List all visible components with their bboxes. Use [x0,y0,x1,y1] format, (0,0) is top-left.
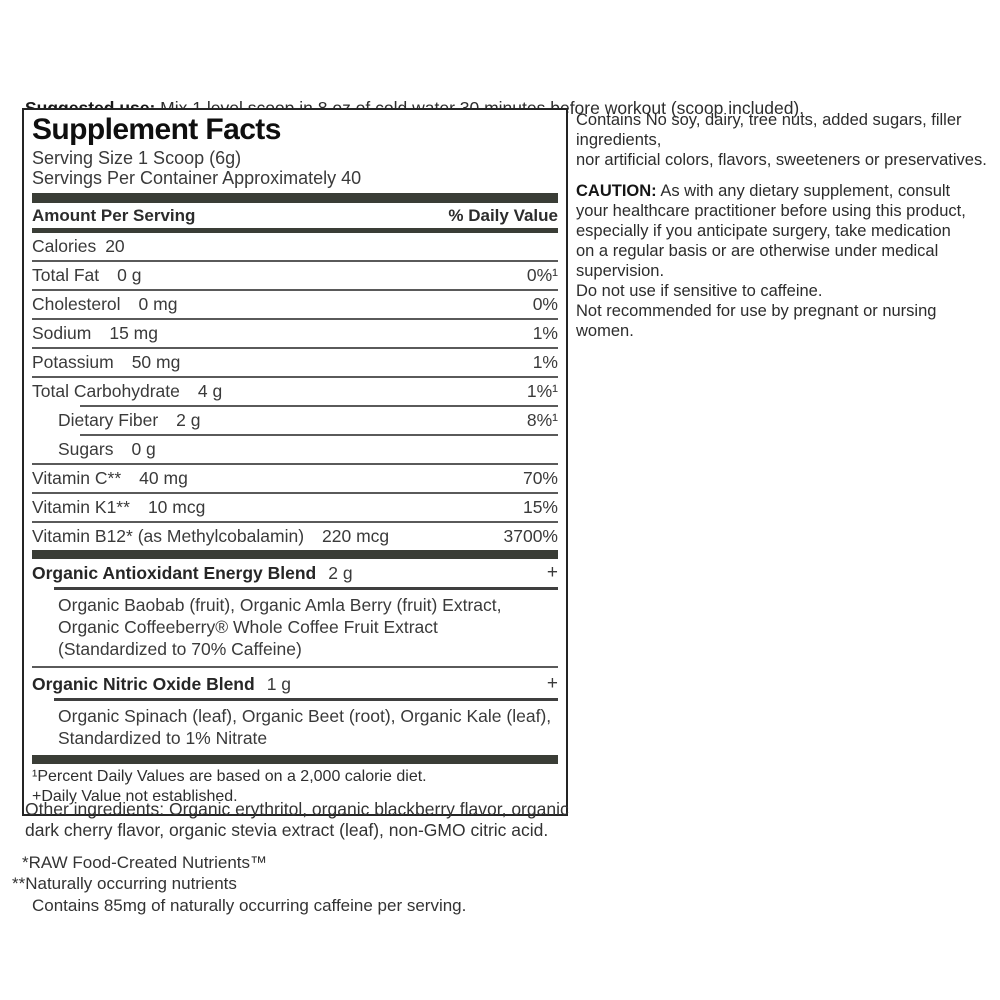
nutrient-dv: 70% [522,468,558,488]
divider-bar-medium [32,228,558,233]
nutrient-row-calories: Calories 20 [32,233,558,260]
note-naturally-occurring: **Naturally occurring nutrients [12,874,237,893]
other-ingredients: Other ingredients: Organic erythritol, o… [25,799,569,840]
nutrient-amount: 50 mg [131,352,181,372]
nutrient-label: Total Fat [32,265,100,285]
note-caffeine-content: Contains 85mg of naturally occurring caf… [32,896,467,915]
nutrient-amount: 4 g [197,381,223,401]
blend-row-nitric-oxide: Organic Nitric Oxide Blend 1 g + [32,670,558,698]
nutrient-dv: 3700% [503,526,559,546]
nutrient-dv: 1% [532,352,558,372]
divider-bar-thick [32,550,558,559]
nutrient-label: Cholesterol [32,294,121,314]
servings-per-container: Servings Per Container Approximately 40 [32,168,362,188]
panel-title: Supplement Facts [32,113,281,146]
nutrient-amount: 10 mcg [147,497,206,517]
daily-value-header: % Daily Value [448,205,558,225]
nutrient-amount: 0 mg [138,294,178,314]
blend-amount: 1 g [266,673,292,694]
blend-ingredients-nitric-oxide: Organic Spinach (leaf), Organic Beet (ro… [58,706,552,748]
row-divider [32,347,558,349]
row-divider [32,521,558,523]
footnote-dv-not-established: +Daily Value not established. [32,788,238,805]
row-divider-indented [80,434,558,436]
divider-bar-thick [32,193,558,203]
blend-dv: + [546,673,558,694]
nutrient-amount: 40 mg [139,468,188,488]
nutrient-label: Total Carbohydrate [32,381,180,401]
blend-dv: + [546,562,558,583]
note-raw-food-created: *RAW Food-Created Nutrients™ [22,853,268,872]
divider-bar-thick [32,755,558,764]
nutrient-dv: 1% [532,323,558,343]
row-divider [32,463,558,465]
row-divider [32,260,558,262]
nutrient-row-vitamin-k1: Vitamin K1** 10 mcg 15% [32,494,558,521]
supplement-facts-panel: Supplement Facts Serving Size 1 Scoop (6… [22,108,568,816]
caution-statement: CAUTION: As with any dietary supplement,… [576,181,994,341]
nutrient-label: Sugars [58,439,114,459]
caution-text: As with any dietary supplement, consult … [576,182,966,340]
row-divider [32,289,558,291]
nutrient-amount: 220 mcg [322,526,390,546]
contains-statement: Contains No soy, dairy, tree nuts, added… [576,111,987,169]
serving-size: Serving Size 1 Scoop (6g) [32,148,242,168]
nutrient-label: Potassium [32,352,114,372]
nutrient-amount: 0 g [131,439,156,459]
nutrient-row-vitamin-b12: Vitamin B12* (as Methylcobalamin) 220 mc… [32,523,558,550]
nutrient-dv: 8%¹ [526,410,558,430]
row-divider-indented [80,405,558,407]
row-divider [32,318,558,320]
nutrient-row-cholesterol: Cholesterol 0 mg 0% [32,291,558,318]
nutrient-label: Vitamin C** [32,468,122,488]
row-divider [32,492,558,494]
nutrient-dv: 0% [532,294,558,314]
amount-per-serving-header: Amount Per Serving [32,205,196,225]
nutrient-label: Vitamin K1** [32,497,130,517]
footnote-daily-values: ¹Percent Daily Values are based on a 2,0… [32,768,427,785]
nutrient-label: Sodium [32,323,92,343]
blend-divider [54,698,558,701]
right-column: Contains No soy, dairy, tree nuts, added… [576,110,994,341]
blend-name: Organic Nitric Oxide Blend [32,673,255,694]
nutrient-row-total-carbohydrate: Total Carbohydrate 4 g 1%¹ [32,378,558,405]
blend-divider [54,587,558,590]
blend-amount: 2 g [328,562,353,583]
panel-footnotes: ¹Percent Daily Values are based on a 2,0… [32,764,558,810]
nutrient-row-sugars: Sugars 0 g [32,436,558,463]
row-divider [32,666,558,668]
nutrient-label: Calories [32,236,97,256]
nutrient-dv: 1%¹ [526,381,558,401]
nutrient-row-vitamin-c: Vitamin C** 40 mg 70% [32,465,558,492]
nutrient-amount: 20 [105,236,125,256]
nutrient-label: Vitamin B12* (as Methylcobalamin) [32,526,305,546]
nutrient-row-total-fat: Total Fat 0 g 0%¹ [32,262,558,289]
blend-row-antioxidant-energy: Organic Antioxidant Energy Blend 2 g + [32,559,558,587]
blend-name: Organic Antioxidant Energy Blend [32,562,317,583]
nutrient-dv: 0%¹ [526,265,558,285]
nutrient-amount: 2 g [176,410,201,430]
nutrient-row-sodium: Sodium 15 mg 1% [32,320,558,347]
nutrient-amount: 0 g [117,265,142,285]
nutrient-row-dietary-fiber: Dietary Fiber 2 g 8%¹ [32,407,558,434]
nutrient-dv: 15% [522,497,558,517]
blend-ingredients-antioxidant: Organic Baobab (fruit), Organic Amla Ber… [58,595,502,659]
caution-label: CAUTION: [576,182,657,200]
nutrient-label: Dietary Fiber [58,410,159,430]
row-divider [32,376,558,378]
nutrient-row-potassium: Potassium 50 mg 1% [32,349,558,376]
column-header-row: Amount Per Serving % Daily Value [32,203,558,228]
nutrient-amount: 15 mg [109,323,158,343]
